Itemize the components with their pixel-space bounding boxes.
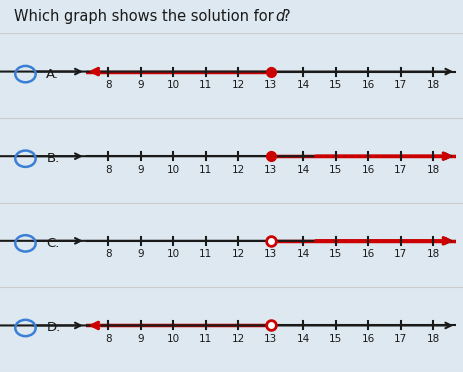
Text: 16: 16: [362, 334, 375, 344]
Text: 14: 14: [297, 80, 310, 90]
Text: 10: 10: [167, 80, 180, 90]
Text: 15: 15: [329, 249, 343, 259]
Text: C.: C.: [46, 237, 60, 250]
Text: 15: 15: [329, 334, 343, 344]
Text: 17: 17: [394, 80, 407, 90]
Text: d: d: [275, 9, 285, 24]
Text: 18: 18: [427, 334, 440, 344]
Text: 13: 13: [264, 80, 277, 90]
Text: 10: 10: [167, 249, 180, 259]
Text: 12: 12: [232, 334, 245, 344]
Text: 8: 8: [105, 249, 112, 259]
Text: 16: 16: [362, 249, 375, 259]
Text: 17: 17: [394, 334, 407, 344]
Text: B.: B.: [46, 152, 60, 165]
Text: 16: 16: [362, 80, 375, 90]
Text: D.: D.: [46, 321, 61, 334]
Text: 14: 14: [297, 334, 310, 344]
Text: 11: 11: [199, 249, 213, 259]
Text: A.: A.: [46, 68, 59, 81]
Text: 13: 13: [264, 334, 277, 344]
Text: 18: 18: [427, 80, 440, 90]
Text: 14: 14: [297, 164, 310, 174]
Text: 14: 14: [297, 249, 310, 259]
Text: 9: 9: [138, 249, 144, 259]
Text: 12: 12: [232, 80, 245, 90]
Text: Which graph shows the solution for: Which graph shows the solution for: [14, 9, 278, 24]
Text: 8: 8: [105, 334, 112, 344]
Text: 17: 17: [394, 249, 407, 259]
Text: 8: 8: [105, 164, 112, 174]
Text: 18: 18: [427, 164, 440, 174]
Text: 17: 17: [394, 164, 407, 174]
Text: 13: 13: [264, 164, 277, 174]
Text: 9: 9: [138, 80, 144, 90]
Text: 12: 12: [232, 249, 245, 259]
Text: 10: 10: [167, 164, 180, 174]
Text: 12: 12: [232, 164, 245, 174]
Text: 16: 16: [362, 164, 375, 174]
Text: 9: 9: [138, 164, 144, 174]
Text: 10: 10: [167, 334, 180, 344]
Text: ?: ?: [283, 9, 291, 24]
Text: 9: 9: [138, 334, 144, 344]
Text: 15: 15: [329, 80, 343, 90]
Text: 11: 11: [199, 334, 213, 344]
Text: 13: 13: [264, 249, 277, 259]
Text: 15: 15: [329, 164, 343, 174]
Text: 18: 18: [427, 249, 440, 259]
Text: 11: 11: [199, 80, 213, 90]
Text: 11: 11: [199, 164, 213, 174]
Text: 8: 8: [105, 80, 112, 90]
